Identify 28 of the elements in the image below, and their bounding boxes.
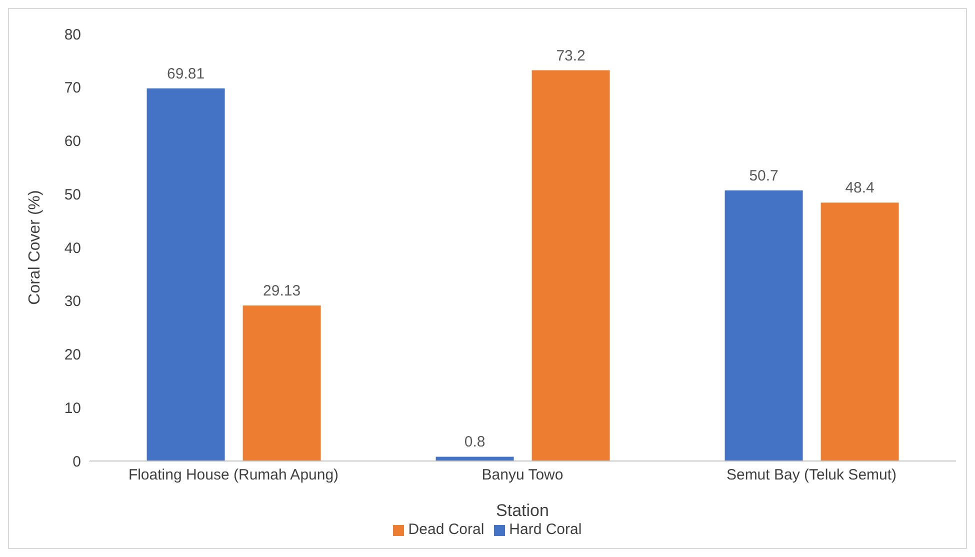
y-tick-label: 70	[64, 80, 81, 97]
y-tick-label: 0	[72, 453, 81, 470]
y-tick-label: 80	[64, 26, 81, 44]
legend-label: Dead Coral	[408, 521, 484, 538]
y-tick-label: 10	[64, 400, 81, 417]
x-tick-label: Banyu Towo	[482, 466, 564, 484]
y-tick-label: 60	[64, 133, 81, 150]
bar	[532, 70, 610, 461]
bar	[436, 456, 514, 461]
y-tick-label: 20	[64, 346, 81, 364]
x-axis-title: Station	[496, 501, 549, 520]
bar	[724, 190, 803, 461]
x-tick-label: Semut Bay (Teluk Semut)	[726, 466, 897, 484]
data-label: 0.8	[464, 434, 486, 451]
bar	[242, 306, 321, 461]
bar	[820, 202, 899, 461]
y-tick-label: 30	[64, 293, 81, 310]
x-tick-label: Floating House (Rumah Apung)	[128, 466, 339, 484]
y-axis-title: Coral Cover (%)	[26, 190, 44, 305]
data-label: 29.13	[263, 282, 301, 300]
data-label: 48.4	[845, 180, 874, 197]
legend-label: Hard Coral	[509, 521, 582, 538]
bar	[146, 88, 225, 461]
data-label: 69.81	[167, 65, 205, 82]
data-label: 50.7	[749, 167, 778, 184]
y-tick-label: 50	[64, 186, 81, 204]
data-label: 73.2	[556, 47, 586, 64]
y-tick-label: 40	[64, 240, 81, 257]
